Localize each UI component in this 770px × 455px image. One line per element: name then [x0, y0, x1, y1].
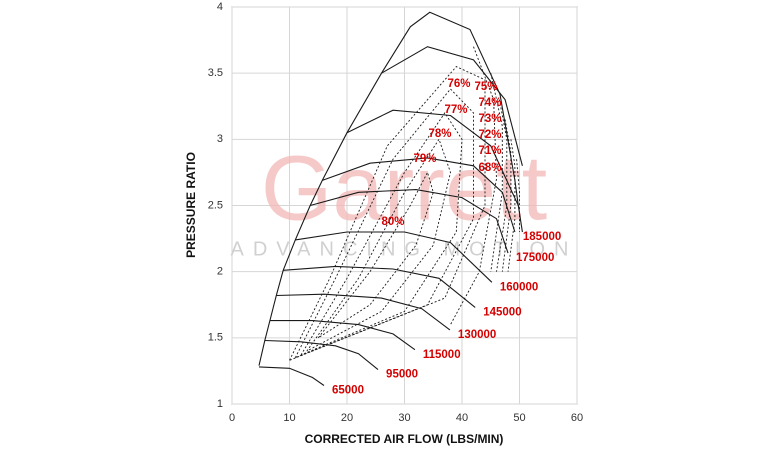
speed-label: 115000 [423, 349, 461, 361]
efficiency-label: 72% [478, 129, 501, 141]
y-tick-label: 2 [217, 266, 223, 278]
efficiency-contour [300, 112, 463, 356]
efficiency-contour [289, 66, 486, 361]
y-tick-label: 1.5 [208, 332, 223, 344]
lines [258, 11, 523, 386]
x-tick-label: 60 [571, 412, 583, 424]
x-axis-title: CORRECTED AIR FLOW (LBS/MIN) [305, 432, 504, 446]
speed-label: 145000 [483, 306, 521, 318]
y-tick-label: 3.5 [208, 67, 223, 79]
x-tick-label: 40 [456, 412, 468, 424]
efficiency-label: 71% [478, 145, 501, 157]
speed-line [381, 46, 523, 166]
y-tick-label: 3 [217, 133, 223, 145]
efficiency-contour [516, 159, 520, 232]
speed-line [322, 157, 516, 233]
speed-label: 160000 [500, 281, 538, 293]
speed-line [276, 293, 451, 331]
speed-line [346, 109, 519, 206]
efficiency-contour [294, 88, 474, 359]
speed-label: 130000 [458, 329, 496, 341]
efficiency-label: 75% [474, 81, 497, 93]
speed-line [269, 320, 416, 351]
x-tick-label: 50 [513, 412, 525, 424]
efficiency-label: 68% [478, 162, 501, 174]
speed-label: 185000 [523, 231, 561, 243]
speed-label: 95000 [386, 369, 418, 381]
efficiency-label: 73% [478, 113, 501, 125]
efficiency-contour [496, 99, 508, 272]
speed-line [258, 366, 325, 386]
x-tick-label: 0 [229, 412, 235, 424]
x-tick-label: 10 [283, 412, 295, 424]
speed-line [258, 11, 523, 366]
watermark-tagline: ADVANCING MOTION [231, 238, 578, 260]
speed-label: 175000 [516, 252, 554, 264]
efficiency-contour [450, 46, 497, 325]
efficiency-contour [306, 138, 451, 352]
y-tick-label: 4 [217, 1, 223, 13]
speed-label: 65000 [332, 385, 364, 397]
efficiency-label: 80% [381, 216, 404, 228]
efficiency-contour [317, 171, 434, 339]
y-axis-title: PRESSURE RATIO [184, 152, 198, 258]
efficiency-label: 78% [428, 128, 451, 140]
speed-line [264, 339, 379, 371]
efficiency-label: 77% [444, 104, 467, 116]
efficiency-label: 79% [413, 153, 436, 165]
y-tick-label: 1 [217, 398, 223, 410]
speed-line [283, 265, 476, 308]
watermark-brand: Garrett [261, 137, 547, 239]
speed-line [295, 231, 493, 283]
x-tick-label: 20 [341, 412, 353, 424]
efficiency-contour [507, 139, 516, 272]
efficiency-contour [501, 119, 512, 272]
efficiency-label: 74% [478, 97, 501, 109]
y-tick-label: 2.5 [208, 199, 223, 211]
speed-line [310, 189, 509, 254]
x-tick-label: 30 [398, 412, 410, 424]
efficiency-label: 76% [447, 78, 470, 90]
efficiency-contour [490, 73, 503, 272]
